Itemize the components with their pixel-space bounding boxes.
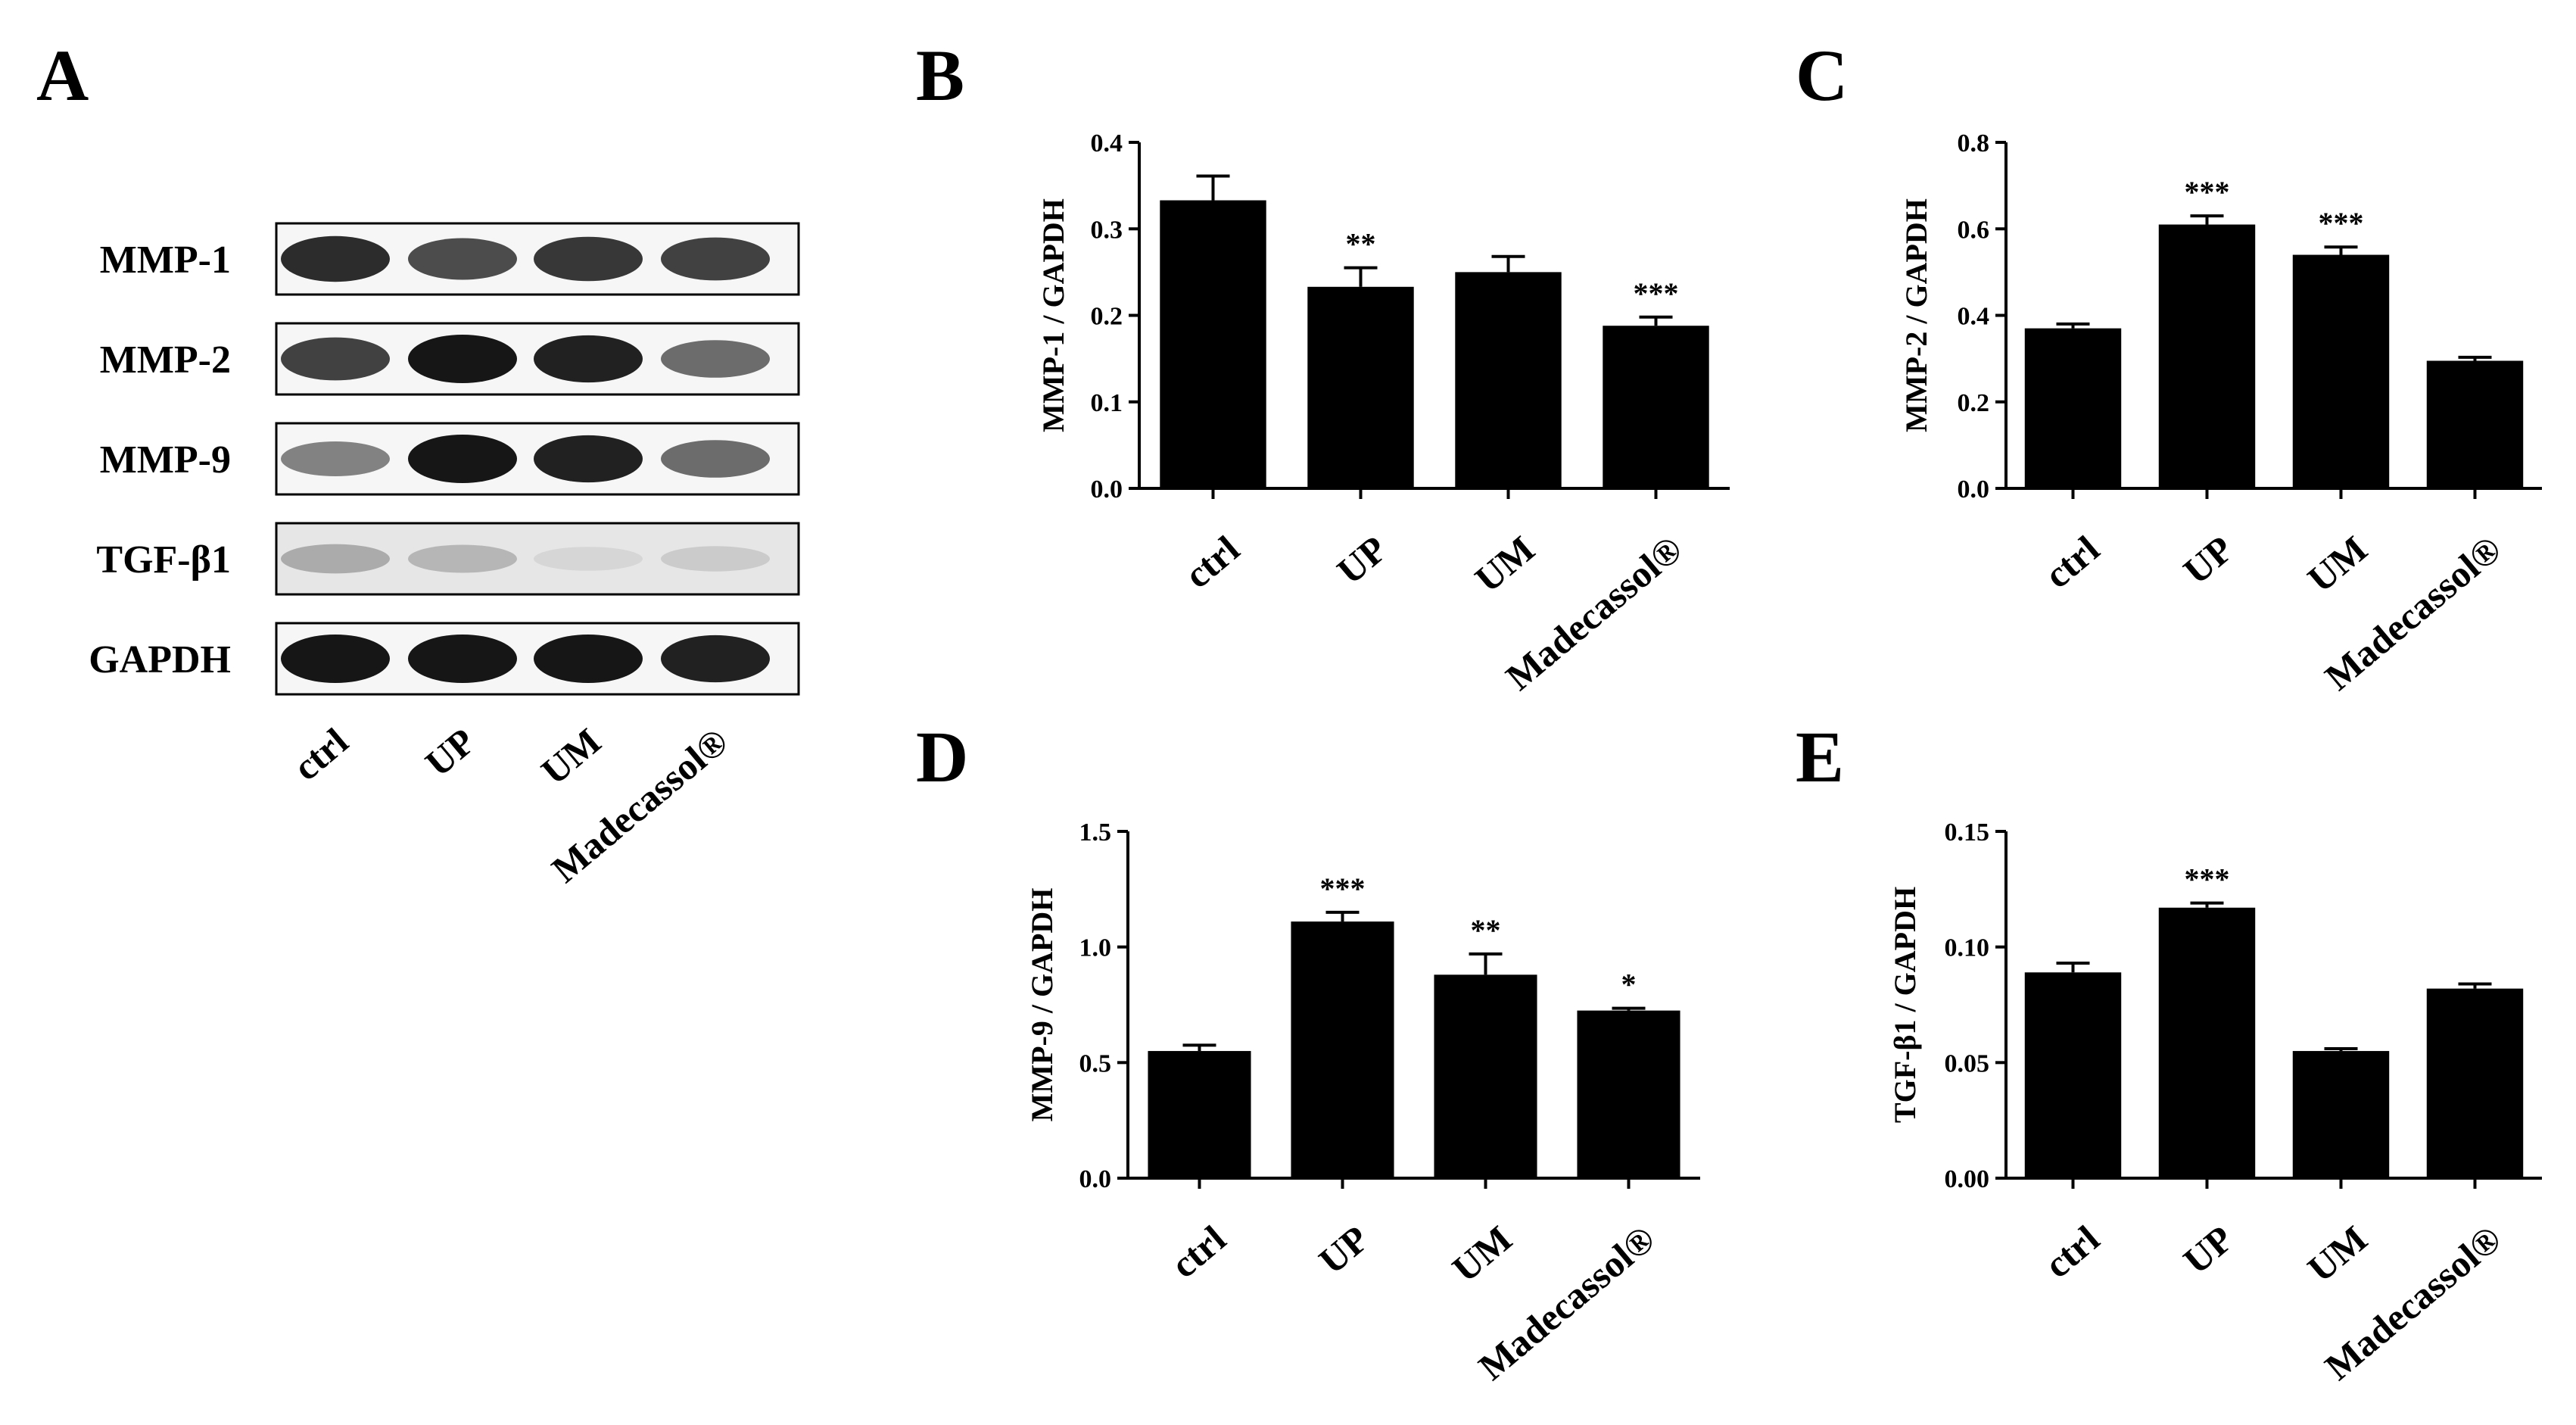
blot-band [661,340,770,378]
blot-lane-label: UP [417,720,483,785]
blot-row-label: TGF-β1 [96,538,231,582]
y-tick-label: 0.4 [1958,303,1990,331]
panel-letter-d: D [916,716,968,797]
y-tick-label: 0.0 [1958,476,1990,504]
y-axis-label: MMP-1 / GAPDH [1036,198,1070,432]
y-tick-label: 0.6 [1958,216,1990,244]
blot-band [534,335,643,383]
bar [2426,360,2524,488]
y-tick-label: 0.8 [1958,129,1990,157]
blot-band [281,337,390,381]
bar [1291,921,1394,1178]
bar [2158,224,2256,488]
bar [1577,1010,1680,1178]
bar [1434,974,1537,1178]
blot-band [408,635,517,683]
blot-band [408,335,517,383]
significance-label: *** [2185,862,2230,896]
bar [1603,326,1709,488]
y-tick-label: 0.3 [1091,216,1123,244]
blot-band [661,440,770,478]
bar [2292,1051,2390,1178]
significance-label: *** [1634,276,1679,310]
blot-band [661,546,770,572]
blot-band [661,635,770,683]
y-tick-label: 0.05 [1945,1049,1990,1077]
blot-band [534,635,643,683]
significance-label: *** [2319,206,2364,240]
blot-row-label: MMP-1 [100,239,231,282]
x-tick-label: ctrl [1163,1217,1233,1286]
blot-band [408,435,517,483]
y-tick-label: 0.1 [1091,389,1123,417]
x-tick-label: UP [1311,1218,1377,1283]
y-tick-label: 0.4 [1091,129,1123,157]
x-tick-label: UM [2300,1218,2375,1290]
significance-label: ** [1471,913,1501,947]
bar [2426,988,2524,1178]
y-axis-label: TGF-β1 / GAPDH [1888,887,1922,1123]
blot-lane-label: UM [533,720,609,793]
y-tick-label: 0.5 [1079,1049,1112,1077]
bar [2292,254,2390,488]
y-tick-label: 0.10 [1945,934,1990,962]
bar [2024,972,2122,1178]
panel-letter-a: A [36,35,89,116]
bar [1455,272,1562,488]
bar [1307,286,1414,488]
y-axis-label: MMP-9 / GAPDH [1025,888,1059,1122]
blot-row-label: MMP-9 [100,438,231,482]
blot-band [281,235,390,282]
panel-letter-b: B [916,35,964,116]
y-tick-label: 0.0 [1079,1165,1112,1193]
x-tick-label: ctrl [1176,527,1247,596]
blot-lane-label: ctrl [285,719,356,788]
blot-band [534,236,643,282]
significance-label: *** [1320,872,1366,906]
blot-band [281,635,390,683]
blot-band [408,238,517,280]
y-tick-label: 0.2 [1091,303,1123,331]
panel-letter-c: C [1796,35,1848,116]
x-tick-label: ctrl [2036,1217,2107,1286]
significance-label: * [1621,968,1637,1002]
chart-mmp2: 0.0 0.2 0.4 0.6 0.8 MMP-2 / GAPDH ctrl *** UP ***… [1899,129,2542,698]
blot-band [661,237,770,281]
bar [1160,200,1266,488]
y-axis-label: MMP-2 / GAPDH [1899,198,1933,432]
blot-band [408,544,517,573]
blot-band [281,544,390,574]
blot-band [534,435,643,483]
y-tick-label: 0.15 [1945,819,1990,847]
chart-mmp1: 0.0 0.1 0.2 0.3 0.4 MMP-1 / GAPDH ctrl ** UP UM **… [1036,129,1730,698]
y-tick-label: 1.5 [1079,819,1112,847]
y-tick-label: 0.2 [1958,389,1990,417]
x-tick-label: UP [2176,1218,2241,1283]
significance-label: ** [1346,227,1376,261]
x-tick-label: ctrl [2036,527,2107,596]
bar [2024,328,2122,488]
x-tick-label: UP [1329,528,1395,593]
x-tick-label: UM [1467,528,1543,600]
x-tick-label: UM [1444,1218,1520,1290]
bar [2158,907,2256,1178]
panel-letter-e: E [1796,716,1844,797]
chart-tgfb1: 0.00 0.05 0.10 0.15 TGF-β1 / GAPDH ctrl *** UP U… [1888,819,2542,1388]
blot-row-label: MMP-2 [100,338,231,382]
blot-row-label: GAPDH [89,638,231,681]
y-tick-label: 0.0 [1091,476,1123,504]
blot-band [281,441,390,476]
x-tick-label: UP [2176,528,2241,593]
x-tick-label: UM [2300,528,2375,600]
y-tick-label: 1.0 [1079,934,1112,962]
y-tick-label: 0.00 [1945,1165,1990,1193]
blot-band [534,547,643,571]
significance-label: *** [2185,175,2230,209]
bar [1148,1051,1251,1178]
